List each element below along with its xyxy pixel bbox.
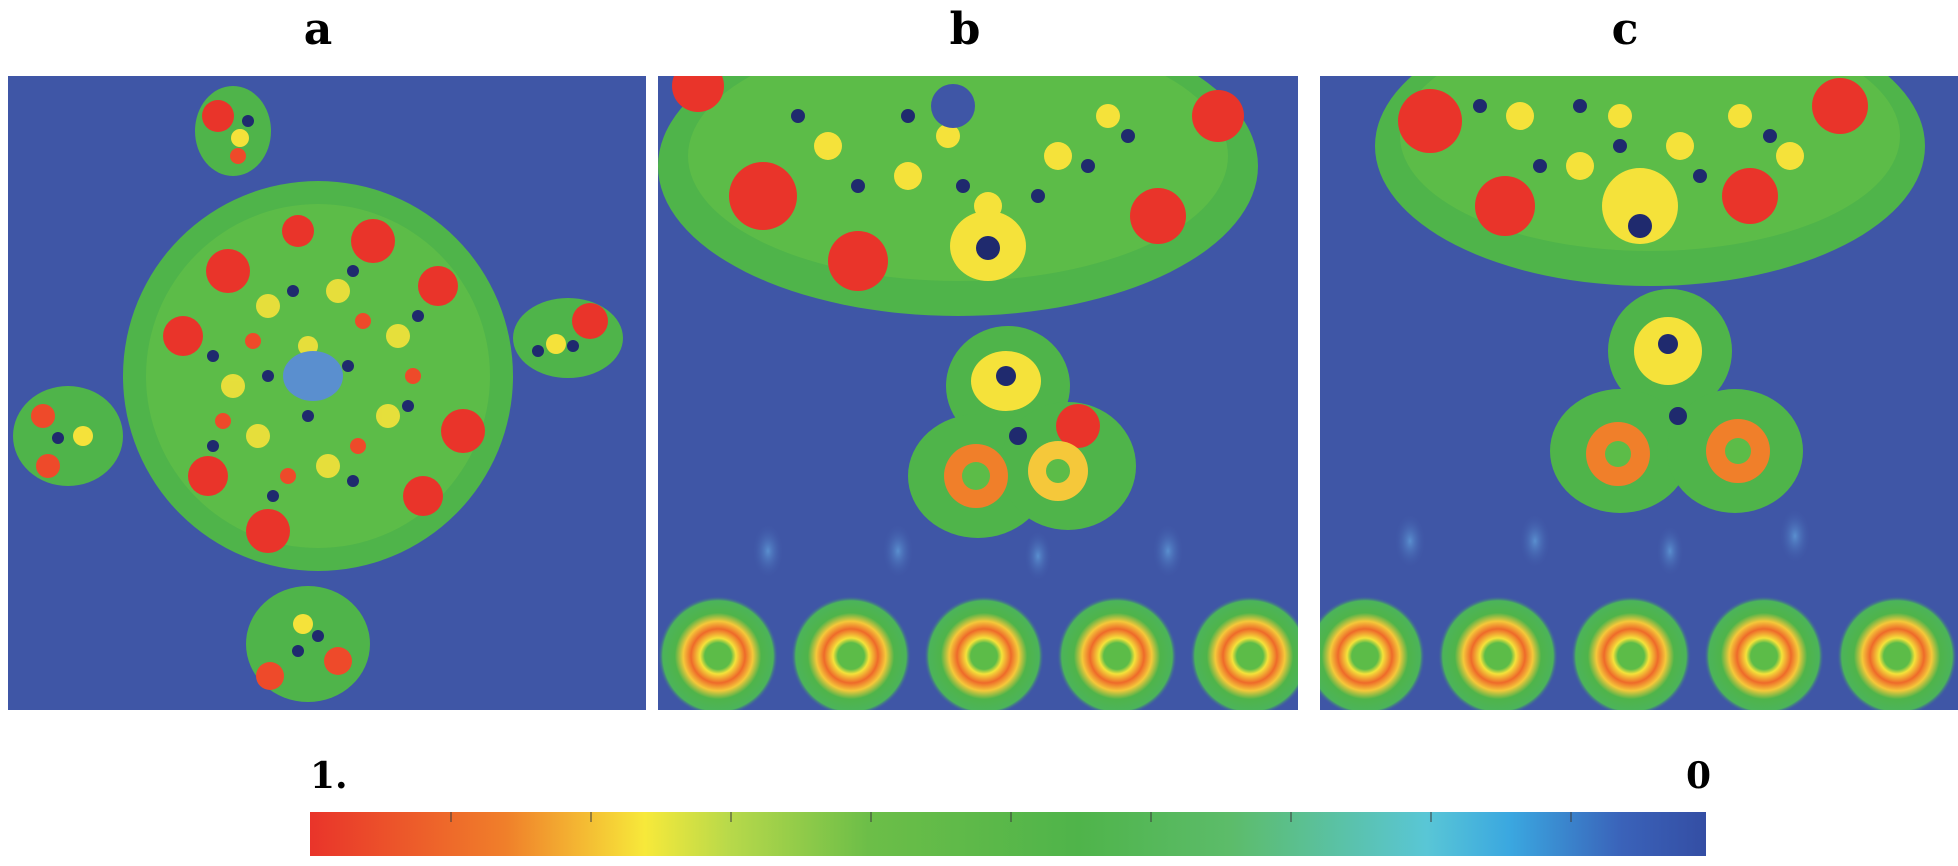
- panel-b-density-map: [658, 76, 1298, 710]
- colorbar-min-label: 0: [1686, 755, 1712, 797]
- colorbar-tick: [730, 812, 732, 822]
- panel-c-density-image: [1320, 76, 1957, 710]
- panel-c-density-map: [1320, 76, 1958, 710]
- colorbar-tick: [590, 812, 592, 822]
- panel-label-b: b: [949, 4, 981, 55]
- colorbar-tick: [1010, 812, 1012, 822]
- colorbar-tick: [870, 812, 872, 822]
- panel-a-density-map: [8, 76, 646, 710]
- panel-label-a: a: [303, 4, 333, 55]
- panel-label-c: c: [1611, 4, 1639, 55]
- colorbar: [310, 812, 1706, 856]
- panel-a-density-image: [13, 86, 623, 702]
- colorbar-tick: [450, 812, 452, 822]
- colorbar-tick: [1570, 812, 1572, 822]
- colorbar-max-label: 1.: [310, 755, 348, 797]
- panel-b-density-image: [658, 76, 1298, 710]
- colorbar-tick: [1150, 812, 1152, 822]
- colorbar-tick: [1430, 812, 1432, 822]
- colorbar-tick: [1290, 812, 1292, 822]
